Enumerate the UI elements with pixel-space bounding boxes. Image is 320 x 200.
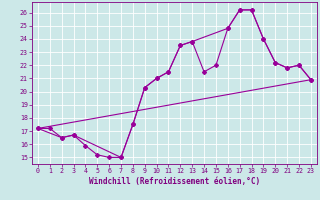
- X-axis label: Windchill (Refroidissement éolien,°C): Windchill (Refroidissement éolien,°C): [89, 177, 260, 186]
